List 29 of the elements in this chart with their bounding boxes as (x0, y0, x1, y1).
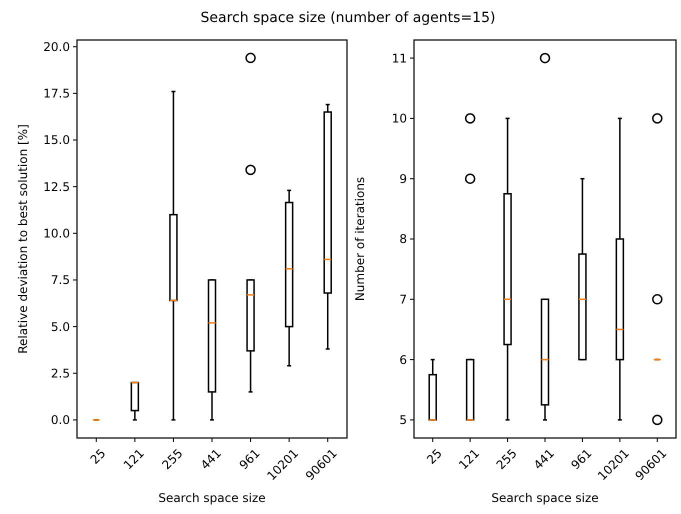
y-tick-label: 8 (399, 232, 407, 246)
y-tick-label: 10.0 (43, 226, 70, 241)
y-tick-label: 0.0 (50, 413, 70, 428)
y-tick-label: 11 (392, 51, 407, 66)
x-tick-label: 961 (568, 446, 594, 472)
y-tick-label: 5 (399, 413, 407, 428)
y-tick-label: 10 (392, 112, 407, 126)
x-axis-title: Search space size (158, 491, 266, 505)
x-tick-label: 25 (424, 446, 445, 467)
x-tick-label: 961 (236, 446, 263, 472)
y-tick-label: 6 (399, 352, 407, 367)
chart-title: Search space size (number of agents=15) (200, 10, 496, 26)
x-axis-title: Search space size (491, 491, 599, 505)
y-axis-title: Number of iterations (353, 176, 367, 302)
x-tick-label: 121 (456, 446, 482, 472)
y-tick-label: 20.0 (43, 40, 70, 54)
x-tick-label: 121 (120, 446, 147, 472)
y-tick-label: 9 (399, 172, 407, 186)
y-tick-label: 5.0 (50, 320, 70, 334)
y-tick-label: 12.5 (43, 180, 70, 194)
x-tick-label: 441 (198, 446, 224, 472)
y-tick-label: 7.5 (50, 273, 70, 288)
y-tick-label: 15.0 (43, 133, 70, 148)
x-tick-label: 441 (530, 446, 558, 472)
y-tick-label: 2.5 (50, 366, 70, 380)
x-tick-label: 25 (88, 446, 108, 467)
y-tick-label: 17.5 (43, 86, 70, 101)
y-tick-label: 7 (399, 292, 407, 307)
y-axis-title: Relative deviation to best solution [%] (16, 124, 30, 354)
